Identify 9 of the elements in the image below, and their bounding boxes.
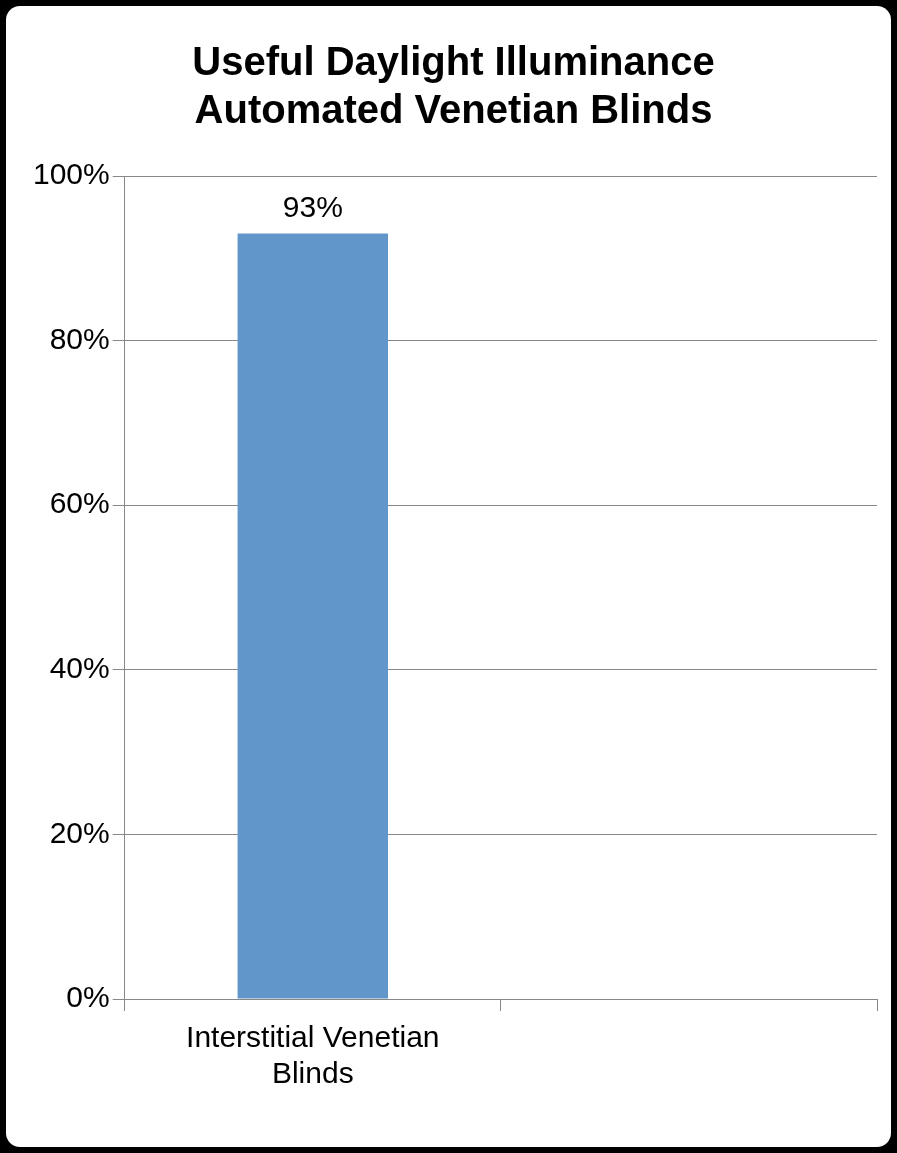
chart-title: Useful Daylight Illuminance Automated Venetian Blinds <box>192 39 715 132</box>
y-tick-label: 20% <box>49 815 110 849</box>
y-tick-label: 40% <box>49 651 110 685</box>
y-tick-label: 100% <box>32 157 110 191</box>
data-label: 93% <box>282 189 343 223</box>
y-tick-label: 0% <box>66 980 110 1014</box>
x-tick-label: Interstitial Venetian Blinds <box>186 1020 440 1090</box>
y-tick-label: 80% <box>49 321 110 355</box>
y-tick-label: 60% <box>49 486 110 520</box>
